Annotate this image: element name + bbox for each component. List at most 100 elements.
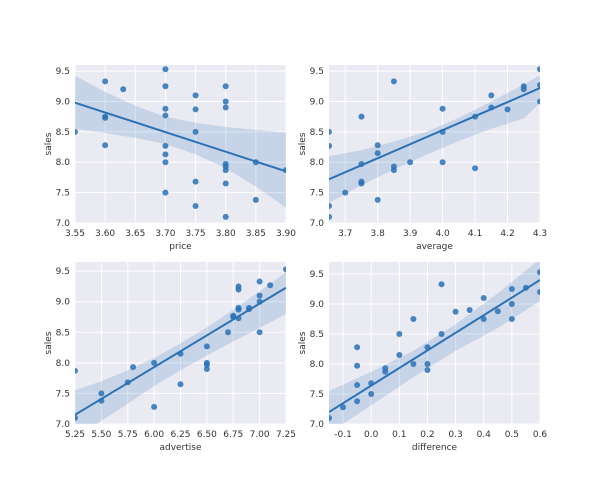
data-point xyxy=(494,308,501,315)
data-point xyxy=(452,308,459,315)
x-tick-label: 4.0 xyxy=(435,229,450,239)
data-point xyxy=(192,106,199,113)
data-point xyxy=(354,398,361,405)
x-tick-label: 5.50 xyxy=(91,430,111,440)
data-point xyxy=(537,66,540,73)
x-tick-label: 3.60 xyxy=(95,229,115,239)
data-point xyxy=(222,167,229,174)
plot-area xyxy=(329,65,540,223)
data-point xyxy=(342,189,349,196)
y-tick-label: 8.5 xyxy=(56,328,70,338)
regression-line xyxy=(329,279,540,413)
data-point xyxy=(410,316,417,322)
data-point xyxy=(382,368,389,375)
data-point xyxy=(222,98,229,105)
data-point xyxy=(192,178,199,185)
confidence-band xyxy=(75,272,286,424)
subplot-average: 3.7 3.8 3.9 4.0 4.1 4.2 4.3 7.0 7.5 8.0 8.5 9.0 9.5 a… xyxy=(298,65,547,252)
x-tick-label: 3.70 xyxy=(155,229,175,239)
x-tick-label: 3.90 xyxy=(276,229,296,239)
x-tick-label: 3.75 xyxy=(186,229,206,239)
x-tick-label: 6.00 xyxy=(144,430,164,440)
y-tick-label: 7.0 xyxy=(56,219,71,229)
data-point xyxy=(222,213,229,220)
grid xyxy=(74,65,287,224)
x-tick-label: 7.25 xyxy=(276,430,296,440)
x-tick-label: 0.4 xyxy=(477,430,492,440)
data-point xyxy=(162,105,169,112)
y-tick-label: 7.5 xyxy=(310,189,324,199)
plot-area xyxy=(329,262,540,424)
data-point xyxy=(508,301,515,307)
data-point xyxy=(151,403,158,410)
x-tick-label: 4.1 xyxy=(468,229,482,239)
x-tick-label: 3.9 xyxy=(403,229,418,239)
y-tick-label: 9.0 xyxy=(56,298,71,308)
data-point xyxy=(329,142,332,149)
confidence-band xyxy=(329,75,540,203)
data-point xyxy=(222,180,229,187)
data-point xyxy=(256,278,263,285)
x-tick-label: 7.00 xyxy=(250,430,270,440)
y-tick-label: 7.5 xyxy=(310,390,324,400)
y-tick-label: 8.5 xyxy=(56,128,70,138)
x-axis-label: average xyxy=(416,242,453,252)
x-tick-label: 0.6 xyxy=(533,430,548,440)
y-axis-label: sales xyxy=(44,331,54,354)
y-axis-label: sales xyxy=(298,132,308,155)
data-point xyxy=(192,128,199,135)
data-point xyxy=(235,286,242,293)
x-axis-label: advertise xyxy=(159,443,202,453)
data-point xyxy=(283,266,286,273)
grid xyxy=(329,65,541,224)
x-tick-label: 6.75 xyxy=(223,430,243,440)
data-point xyxy=(438,281,445,288)
data-point xyxy=(256,292,263,299)
data-point xyxy=(192,202,199,209)
data-point xyxy=(354,344,361,351)
y-tick-label: 8.0 xyxy=(56,158,71,168)
y-tick-label: 8.5 xyxy=(310,330,324,340)
x-tick-label: 6.25 xyxy=(170,430,190,440)
data-point xyxy=(340,404,347,411)
data-point xyxy=(407,159,414,166)
grid xyxy=(74,262,287,425)
data-point xyxy=(439,105,446,112)
data-point xyxy=(102,142,109,149)
y-tick-label: 9.5 xyxy=(56,267,70,277)
data-point xyxy=(102,78,109,85)
data-point xyxy=(374,196,381,203)
x-tick-label: 3.85 xyxy=(246,229,266,239)
data-point xyxy=(162,159,169,166)
data-point xyxy=(537,269,540,276)
data-point xyxy=(374,142,381,149)
data-point xyxy=(390,78,397,85)
data-point xyxy=(235,306,242,313)
data-point xyxy=(488,92,495,99)
x-tick-label: 3.7 xyxy=(338,229,352,239)
plot-area xyxy=(75,65,286,223)
data-point xyxy=(537,289,540,295)
x-axis-label: price xyxy=(169,242,192,252)
data-point xyxy=(354,382,361,388)
data-point xyxy=(203,361,210,368)
data-point xyxy=(120,86,127,93)
data-point xyxy=(508,286,515,292)
data-point xyxy=(508,316,515,322)
data-point xyxy=(480,316,487,322)
data-point xyxy=(162,112,169,119)
data-point xyxy=(329,202,332,209)
data-point xyxy=(98,390,105,397)
data-point xyxy=(520,86,527,93)
data-point xyxy=(329,128,332,135)
data-point xyxy=(537,98,540,105)
x-tick-label: 3.8 xyxy=(371,229,386,239)
data-point xyxy=(75,414,78,421)
x-tick-label: 0.0 xyxy=(364,430,379,440)
x-tick-label: 3.65 xyxy=(125,229,145,239)
data-point xyxy=(162,151,169,158)
data-point xyxy=(252,196,259,203)
y-tick-label: 8.5 xyxy=(310,128,324,138)
data-point xyxy=(203,365,210,372)
